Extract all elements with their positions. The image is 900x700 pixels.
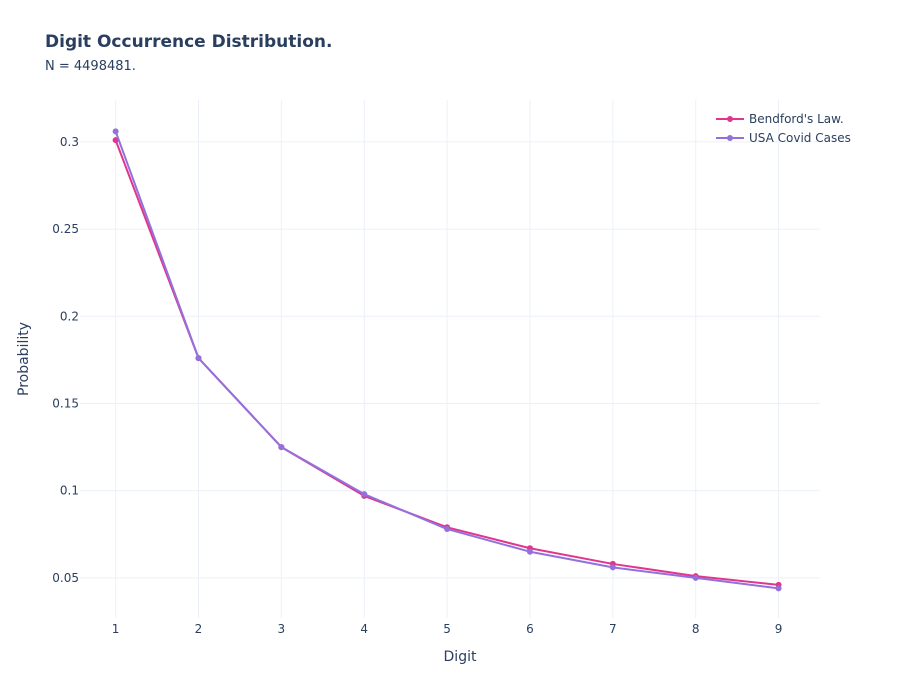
legend-item[interactable]: Bendford's Law. <box>716 112 844 126</box>
y-tick-label: 0.3 <box>60 135 79 149</box>
y-tick-label: 0.1 <box>60 484 79 498</box>
x-tick-label: 9 <box>775 622 783 636</box>
x-tick-label: 8 <box>692 622 700 636</box>
data-point[interactable] <box>278 444 285 451</box>
data-point[interactable] <box>775 585 782 592</box>
x-tick-label: 6 <box>526 622 534 636</box>
data-point[interactable] <box>526 548 533 555</box>
legend[interactable]: Bendford's Law. USA Covid Cases <box>716 112 851 145</box>
x-tick-label: 4 <box>360 622 368 636</box>
tick-layer: 1 2 3 4 5 6 7 8 9 0.05 0.1 0.15 0.2 0.25 0.3 <box>52 135 782 636</box>
x-tick-label: 1 <box>112 622 120 636</box>
data-point[interactable] <box>361 491 368 498</box>
y-axis-title: Probability <box>16 322 32 396</box>
legend-label: USA Covid Cases <box>749 131 851 145</box>
y-tick-label: 0.15 <box>52 396 79 410</box>
y-tick-label: 0.2 <box>60 309 79 323</box>
data-point[interactable] <box>112 137 119 144</box>
data-point[interactable] <box>609 564 616 571</box>
grid-layer <box>80 100 820 618</box>
legend-label: Bendford's Law. <box>749 112 844 126</box>
legend-item[interactable]: USA Covid Cases <box>716 131 851 145</box>
x-tick-label: 2 <box>195 622 203 636</box>
y-tick-label: 0.25 <box>52 222 79 236</box>
legend-marker <box>727 116 733 122</box>
x-tick-label: 7 <box>609 622 617 636</box>
chart-title: Digit Occurrence Distribution. <box>45 32 333 52</box>
y-tick-label: 0.05 <box>52 571 79 585</box>
x-axis-title: Digit <box>444 649 477 665</box>
series-2 <box>112 128 782 592</box>
data-point[interactable] <box>444 526 451 533</box>
data-point[interactable] <box>195 355 202 362</box>
series-layer <box>112 128 782 592</box>
data-point[interactable] <box>692 574 699 581</box>
data-point[interactable] <box>112 128 119 135</box>
chart-subtitle: N = 4498481. <box>45 59 136 74</box>
x-tick-label: 3 <box>278 622 286 636</box>
x-tick-label: 5 <box>443 622 451 636</box>
legend-marker <box>727 135 733 141</box>
